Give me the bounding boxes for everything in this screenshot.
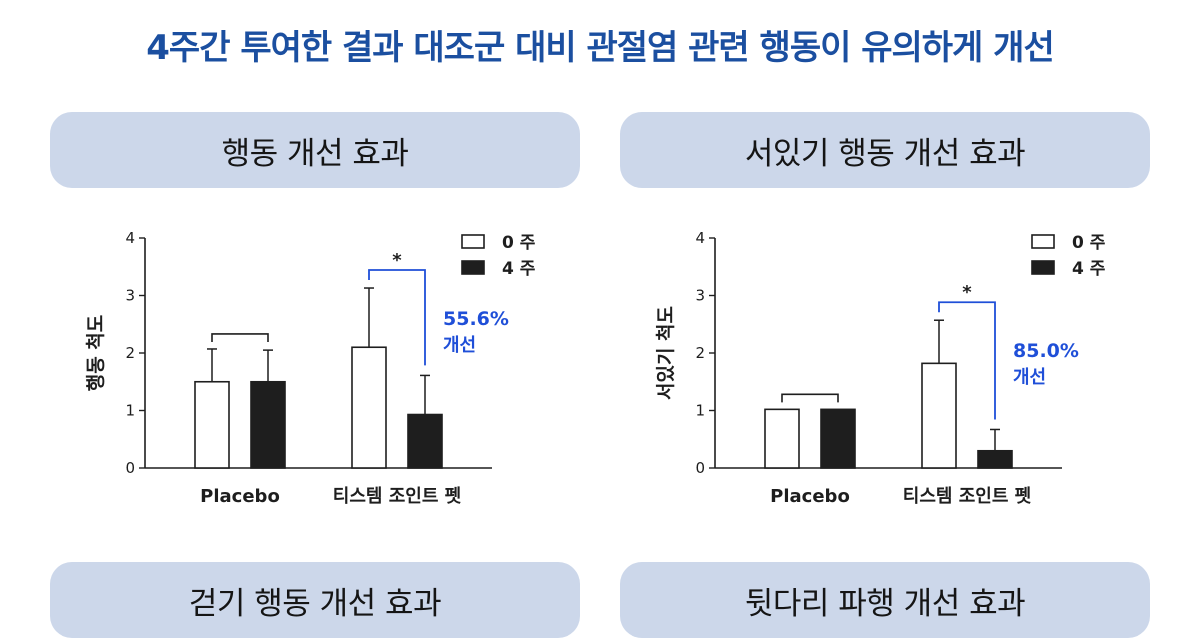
y-tick-label: 4 <box>125 229 135 247</box>
placebo-bracket <box>781 393 839 403</box>
significance-bracket <box>938 301 996 420</box>
legend-label: 4 주 <box>1072 259 1106 279</box>
bar <box>977 449 1013 469</box>
bar <box>764 408 800 469</box>
significance-marker: * <box>392 250 402 271</box>
y-tick-label: 3 <box>125 287 135 305</box>
y-tick-label: 4 <box>695 229 705 247</box>
headline: 4주간 투여한 결과 대조군 대비 관절염 관련 행동이 유의하게 개선 <box>146 28 1054 68</box>
legend-swatch <box>461 260 485 275</box>
improvement-percent: 55.6% <box>443 308 509 330</box>
panel-title: 서있기 행동 개선 효과 <box>744 135 1026 172</box>
placebo-bracket <box>211 333 269 342</box>
bar <box>351 346 387 469</box>
x-category-label: Placebo <box>770 486 850 507</box>
bar <box>407 413 443 469</box>
standing-score-chart: 0 1 2 3 4 서있기 척도 Placebo 티스템 조인트 펫 * 85.0% 개선 0 주 4 … <box>655 229 1106 507</box>
x-category-label: Placebo <box>200 486 280 507</box>
panel-walking-improvement: 걷기 행동 개선 효과 <box>50 562 580 638</box>
panel-hindleg-lameness-improvement: 뒷다리 파행 개선 효과 <box>620 562 1150 638</box>
y-tick-label: 0 <box>125 459 135 477</box>
y-tick-label: 2 <box>695 344 705 362</box>
y-tick-label: 3 <box>695 287 705 305</box>
y-axis-label: 서있기 척도 <box>655 306 677 400</box>
legend-label: 0 주 <box>502 233 536 253</box>
x-category-label: 티스템 조인트 펫 <box>903 486 1032 507</box>
improvement-label: 개선 <box>1013 367 1046 388</box>
bar <box>820 408 856 469</box>
panel-standing-improvement: 서있기 행동 개선 효과 <box>620 112 1150 188</box>
panel-title: 걷기 행동 개선 효과 <box>188 585 442 622</box>
significance-bracket <box>368 269 426 366</box>
improvement-label: 개선 <box>443 335 476 356</box>
panel-behavior-improvement: 행동 개선 효과 <box>50 112 580 188</box>
behavior-score-chart: 0 1 2 3 4 행동 척도 Placebo 티스템 조인트 펫 * 55.6% 개선 0 주 4 주 <box>85 229 536 507</box>
bar <box>921 362 957 469</box>
panel-title: 행동 개선 효과 <box>221 135 409 172</box>
y-tick-label: 2 <box>125 344 135 362</box>
legend-swatch <box>461 234 485 249</box>
y-tick-label: 1 <box>125 402 135 420</box>
significance-marker: * <box>962 282 972 303</box>
panel-title: 뒷다리 파행 개선 효과 <box>744 585 1026 622</box>
improvement-percent: 85.0% <box>1013 340 1079 362</box>
y-tick-label: 1 <box>695 402 705 420</box>
legend-label: 0 주 <box>1072 233 1106 253</box>
legend-swatch <box>1031 260 1055 275</box>
bar <box>250 380 286 469</box>
legend-label: 4 주 <box>502 259 536 279</box>
bar <box>194 380 230 469</box>
legend-swatch <box>1031 234 1055 249</box>
y-tick-label: 0 <box>695 459 705 477</box>
y-axis-label: 행동 척도 <box>85 315 107 392</box>
x-category-label: 티스템 조인트 펫 <box>333 486 462 507</box>
